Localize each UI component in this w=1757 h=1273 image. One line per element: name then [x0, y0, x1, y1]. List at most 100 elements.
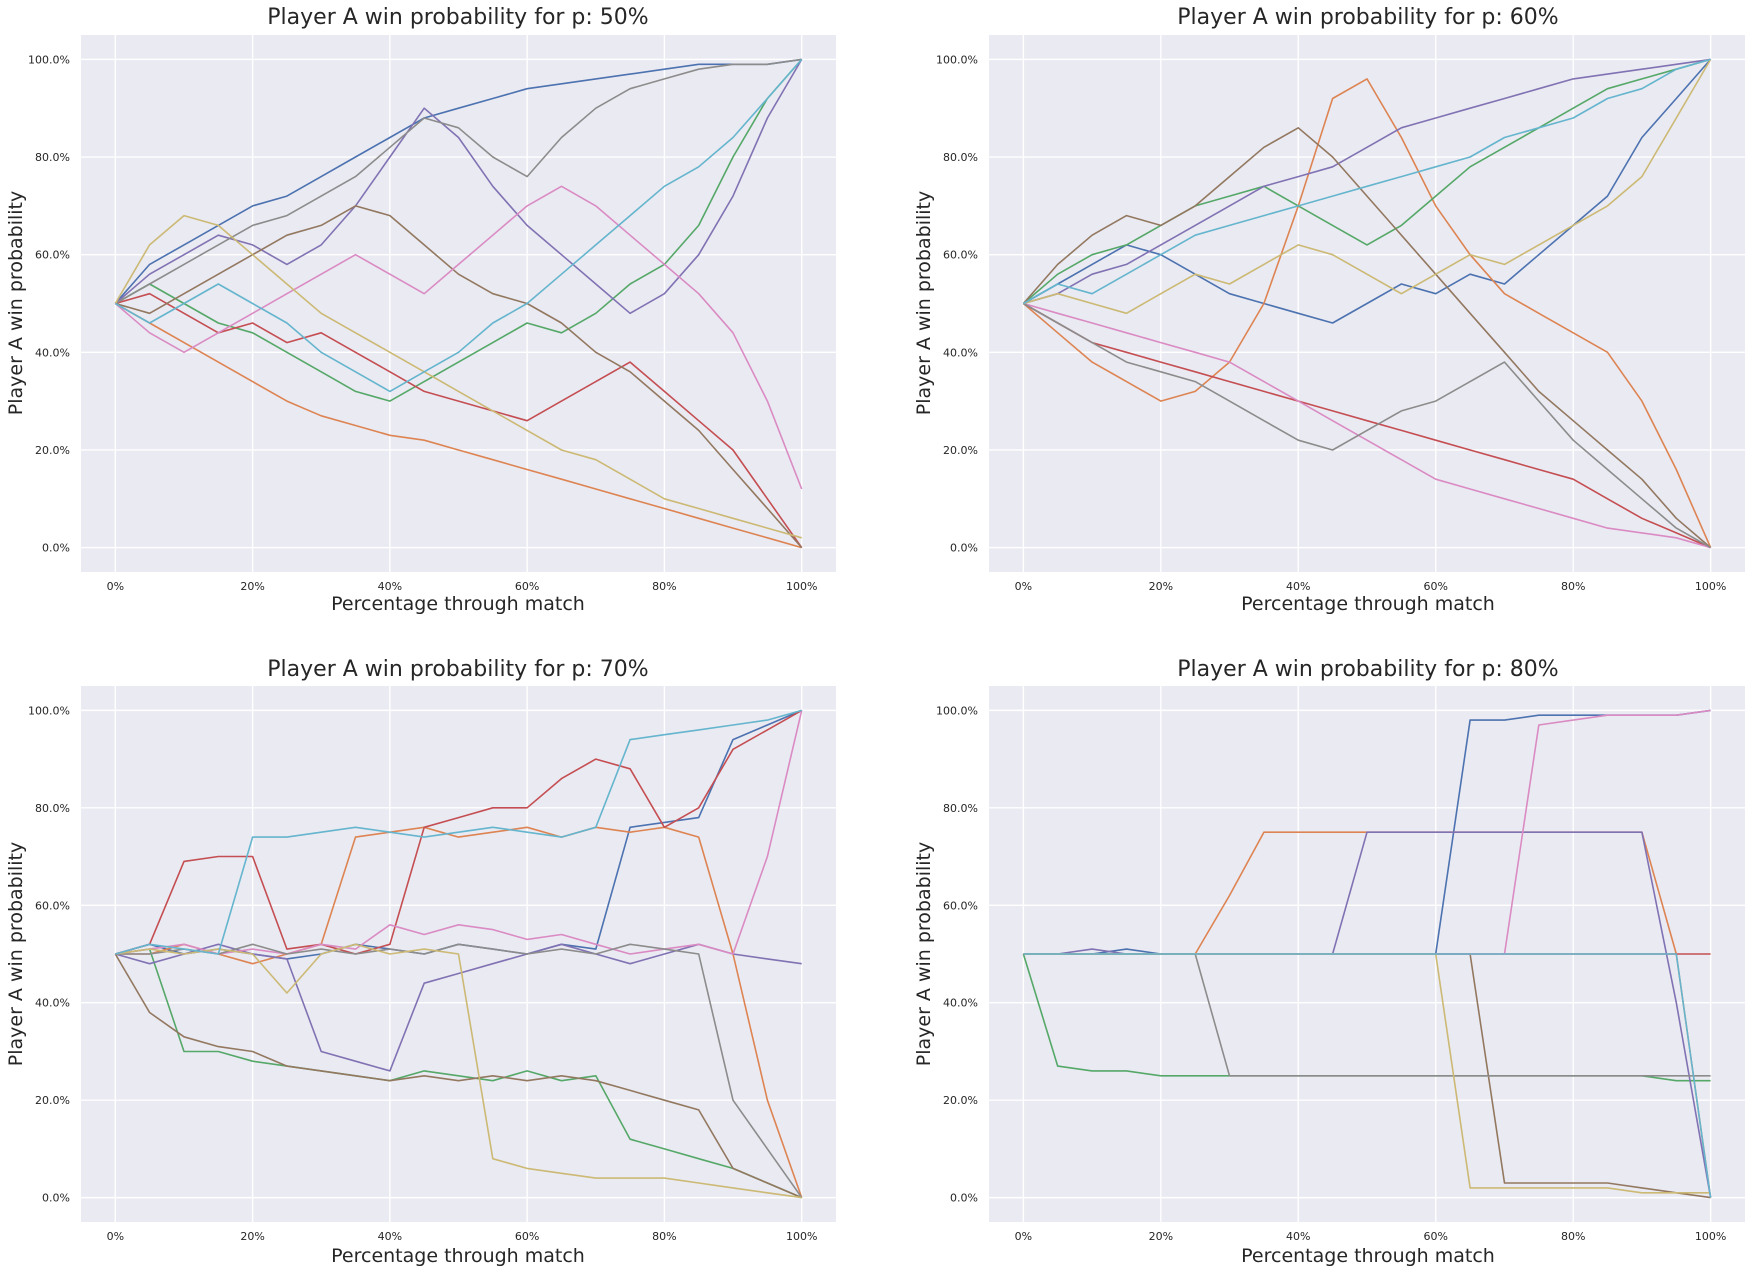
- x-tick-label: 80%: [1561, 1230, 1585, 1243]
- chart-panel-p60: 0% 20% 40% 60% 80% 100% 0.0% 20.0% 40.0% 60.0% 80…: [913, 5, 1745, 615]
- series-line-7: [1023, 302, 1711, 549]
- x-tick-label: 80%: [652, 1230, 676, 1243]
- series-line-8: [114, 58, 802, 305]
- series-line-3: [1022, 58, 1711, 305]
- grid-lines: [989, 686, 1745, 1222]
- y-tick-label: 20.0%: [35, 444, 70, 457]
- chart-title: Player A win probability for p: 50%: [267, 5, 648, 30]
- y-tick-labels: 0.0% 20.0% 40.0% 60.0% 80.0% 100.0%: [936, 53, 978, 554]
- chart-panel-p50: 0% 20% 40% 60% 80% 100% 0.0% 20.0% 40.0% 60.0% 80…: [5, 5, 836, 615]
- x-tick-label: 40%: [1286, 580, 1310, 593]
- chart-title: Player A win probability for p: 80%: [1177, 657, 1558, 682]
- x-tick-labels: 0% 20% 40% 60% 80% 100%: [107, 1230, 818, 1243]
- series-group: [114, 709, 803, 1199]
- series-line-2: [114, 302, 802, 549]
- series-line-4: [1023, 302, 1711, 549]
- x-tick-label: 80%: [652, 580, 676, 593]
- y-tick-label: 40.0%: [35, 346, 70, 359]
- y-tick-label: 80.0%: [943, 151, 978, 164]
- series-line-1: [1023, 58, 1712, 324]
- y-tick-label: 60.0%: [35, 249, 70, 262]
- x-axis-title: Percentage through match: [331, 593, 585, 615]
- series-line-10: [115, 709, 802, 955]
- y-axis-title: Player A win probability: [5, 842, 27, 1066]
- y-tick-label: 100.0%: [936, 53, 978, 66]
- x-tick-label: 40%: [378, 580, 402, 593]
- grid-lines: [989, 35, 1745, 572]
- y-tick-label: 100.0%: [936, 704, 978, 717]
- x-tick-label: 0%: [1015, 1230, 1032, 1243]
- x-tick-label: 100%: [1695, 1230, 1726, 1243]
- series-group: [1022, 709, 1712, 1199]
- series-line-7: [114, 185, 803, 490]
- y-tick-labels: 0.0% 20.0% 40.0% 60.0% 80.0% 100.0%: [28, 704, 70, 1204]
- series-line-7: [115, 710, 803, 955]
- y-axis-title: Player A win probability: [913, 842, 935, 1066]
- y-tick-label: 60.0%: [943, 899, 978, 912]
- y-tick-label: 40.0%: [943, 346, 978, 359]
- series-line-4: [115, 709, 803, 955]
- series-line-6: [115, 205, 803, 549]
- x-tick-labels: 0% 20% 40% 60% 80% 100%: [107, 580, 818, 593]
- series-line-9: [1023, 58, 1712, 315]
- y-tick-labels: 0.0% 20.0% 40.0% 60.0% 80.0% 100.0%: [936, 704, 978, 1204]
- series-line-10: [1023, 58, 1711, 305]
- chart-panel-p80: 0% 20% 40% 60% 80% 100% 0.0% 20.0% 40.0% 60.0% 80…: [913, 657, 1745, 1267]
- y-tick-label: 0.0%: [42, 1192, 70, 1205]
- y-tick-label: 60.0%: [943, 249, 978, 262]
- y-tick-label: 60.0%: [35, 899, 70, 912]
- y-tick-label: 0.0%: [42, 542, 70, 555]
- x-tick-labels: 0% 20% 40% 60% 80% 100%: [1015, 580, 1727, 593]
- x-tick-label: 100%: [786, 1230, 817, 1243]
- series-line-5: [1023, 58, 1711, 305]
- x-tick-label: 0%: [107, 1230, 124, 1243]
- series-line-10: [1023, 953, 1712, 1198]
- x-axis-title: Percentage through match: [1241, 593, 1495, 615]
- y-tick-label: 20.0%: [943, 444, 978, 457]
- y-tick-labels: 0.0% 20.0% 40.0% 60.0% 80.0% 100.0%: [28, 53, 70, 554]
- series-line-8: [1023, 302, 1711, 549]
- x-tick-label: 20%: [1149, 1230, 1173, 1243]
- series-line-2: [115, 826, 803, 1198]
- y-tick-label: 0.0%: [950, 1192, 978, 1205]
- x-tick-label: 80%: [1561, 580, 1585, 593]
- y-tick-label: 80.0%: [35, 151, 70, 164]
- series-group: [1022, 58, 1712, 549]
- x-tick-label: 0%: [107, 580, 124, 593]
- x-tick-label: 20%: [240, 1230, 264, 1243]
- series-line-5: [115, 943, 802, 1072]
- x-tick-label: 60%: [1424, 580, 1448, 593]
- series-line-9: [115, 943, 802, 1199]
- chart-title: Player A win probability for p: 60%: [1177, 5, 1558, 30]
- x-tick-label: 100%: [1695, 580, 1726, 593]
- x-tick-label: 40%: [378, 1230, 402, 1243]
- series-line-2: [1022, 78, 1712, 548]
- y-tick-label: 100.0%: [28, 704, 70, 717]
- plot-area: [81, 35, 836, 572]
- x-tick-label: 60%: [515, 580, 539, 593]
- x-tick-label: 40%: [1286, 1230, 1310, 1243]
- y-axis-title: Player A win probability: [913, 191, 935, 415]
- series-line-9: [114, 214, 802, 539]
- x-tick-label: 60%: [515, 1230, 539, 1243]
- y-axis-title: Player A win probability: [5, 191, 27, 415]
- x-axis-title: Percentage through match: [331, 1245, 585, 1267]
- x-tick-label: 0%: [1015, 580, 1032, 593]
- y-tick-label: 0.0%: [950, 542, 978, 555]
- x-tick-label: 20%: [1149, 580, 1173, 593]
- x-axis-title: Percentage through match: [1241, 1245, 1495, 1267]
- series-line-3: [115, 948, 803, 1199]
- y-tick-label: 40.0%: [35, 997, 70, 1010]
- series-line-6: [1022, 127, 1712, 549]
- series-line-4: [115, 292, 803, 549]
- y-tick-label: 20.0%: [943, 1094, 978, 1107]
- x-tick-label: 60%: [1424, 1230, 1448, 1243]
- chart-title: Player A win probability for p: 70%: [267, 657, 648, 682]
- series-group: [114, 58, 803, 549]
- series-line-10: [114, 58, 803, 393]
- series-line-6: [114, 953, 803, 1199]
- x-tick-label: 100%: [786, 580, 817, 593]
- y-tick-label: 80.0%: [943, 802, 978, 815]
- x-tick-labels: 0% 20% 40% 60% 80% 100%: [1015, 1230, 1727, 1243]
